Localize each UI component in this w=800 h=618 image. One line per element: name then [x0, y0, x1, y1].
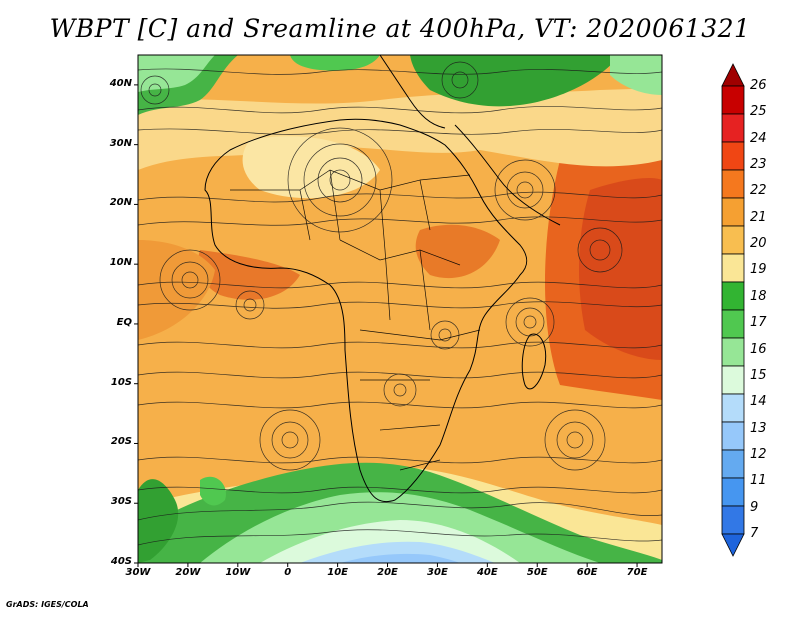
colorbar-segment: [721, 113, 745, 143]
country-borders: [230, 169, 481, 471]
colorbar-label: 13: [750, 420, 767, 436]
colorbar-segment: [721, 253, 745, 283]
map-title: WBPT [C] and Sreamline at 400hPa, VT: 20…: [49, 14, 751, 43]
lon-label: 70E: [626, 567, 648, 578]
lat-label: 20N: [109, 197, 132, 209]
colorbar-segment: [721, 337, 745, 367]
colorbar-segment: [721, 225, 745, 255]
lon-label: 30W: [125, 567, 151, 578]
colorbar-segment: [721, 477, 745, 507]
streamlines: [138, 61, 662, 546]
colorbar-label: 9: [750, 499, 759, 515]
lon-label: 10E: [327, 567, 348, 578]
wbpt-deepblue-south: [340, 553, 460, 563]
lat-label: 20S: [110, 436, 132, 448]
colorbar-segment: [721, 505, 745, 535]
colorbar-label: 7: [750, 526, 759, 541]
colorbar-label: 19: [750, 262, 767, 278]
lon-label: 60E: [576, 567, 598, 578]
wbpt-warm-patch-west: [198, 250, 300, 300]
lat-label: 40N: [109, 77, 132, 89]
wbpt-green-patch-southwest: [200, 476, 226, 506]
colorbar-label: 14: [750, 394, 767, 410]
colorbar-segment: [721, 365, 745, 395]
lon-label: 40E: [476, 567, 498, 578]
colorbar-label: 18: [750, 288, 767, 304]
colorbar-label: 26: [750, 78, 767, 93]
wbpt-green-northeast: [410, 55, 620, 107]
wbpt-green-north-center: [290, 55, 380, 71]
colorbar-segment: [721, 449, 745, 479]
footer-credit: GrADS: IGES/COLA: [6, 600, 89, 609]
lon-label: 50E: [526, 567, 548, 578]
colorbar-segment: [721, 309, 745, 339]
wbpt-warm-patch-center: [415, 224, 500, 279]
lat-label: 30N: [109, 137, 132, 149]
colorbar-label: 24: [750, 130, 767, 146]
lon-label: 30E: [427, 567, 448, 578]
colorbar-bottom-arrow: [721, 533, 745, 557]
colorbar-label: 17: [750, 315, 767, 331]
map-field: [138, 55, 662, 563]
colorbar-label: 12: [750, 446, 767, 462]
wbpt-green-southwest: [138, 479, 179, 563]
colorbar-label: 25: [750, 104, 767, 120]
colorbar: [721, 63, 745, 557]
colorbar-label: 21: [750, 209, 767, 225]
wbpt-cool-patch-sahara: [242, 136, 380, 199]
lat-label: 10S: [110, 376, 132, 388]
wbpt-lightgreen-northeast: [610, 55, 662, 95]
colorbar-segment: [721, 197, 745, 227]
lon-label: 0: [284, 567, 292, 578]
wbpt-blue-south: [300, 541, 495, 563]
colorbar-segment: [721, 141, 745, 171]
lon-label: 20W: [175, 567, 201, 578]
colorbar-label: 15: [750, 367, 767, 383]
colorbar-segment: [721, 393, 745, 423]
colorbar-segment: [721, 421, 745, 451]
lon-label: 20E: [377, 567, 398, 578]
lon-label: 10W: [225, 567, 251, 578]
lat-label: 10N: [109, 257, 132, 269]
coastlines: [204, 55, 561, 503]
colorbar-label: 23: [750, 157, 767, 173]
wbpt-hot-core-east: [578, 178, 662, 360]
lat-label: EQ: [116, 316, 132, 328]
map-frame: [137, 54, 663, 564]
colorbar-segment: [721, 169, 745, 199]
colorbar-label: 22: [750, 183, 767, 199]
colorbar-label: 20: [750, 236, 767, 252]
wbpt-warm-patch-atlantic: [138, 240, 215, 340]
wbpt-lightgreen-northwest: [138, 55, 215, 92]
colorbar-label: 11: [750, 473, 767, 489]
colorbar-segment: [721, 85, 745, 115]
colorbar-label: 16: [750, 341, 767, 357]
colorbar-segment: [721, 281, 745, 311]
lat-label: 40S: [110, 556, 132, 567]
lat-label: 30S: [110, 496, 132, 508]
colorbar-top-arrow: [721, 63, 745, 87]
